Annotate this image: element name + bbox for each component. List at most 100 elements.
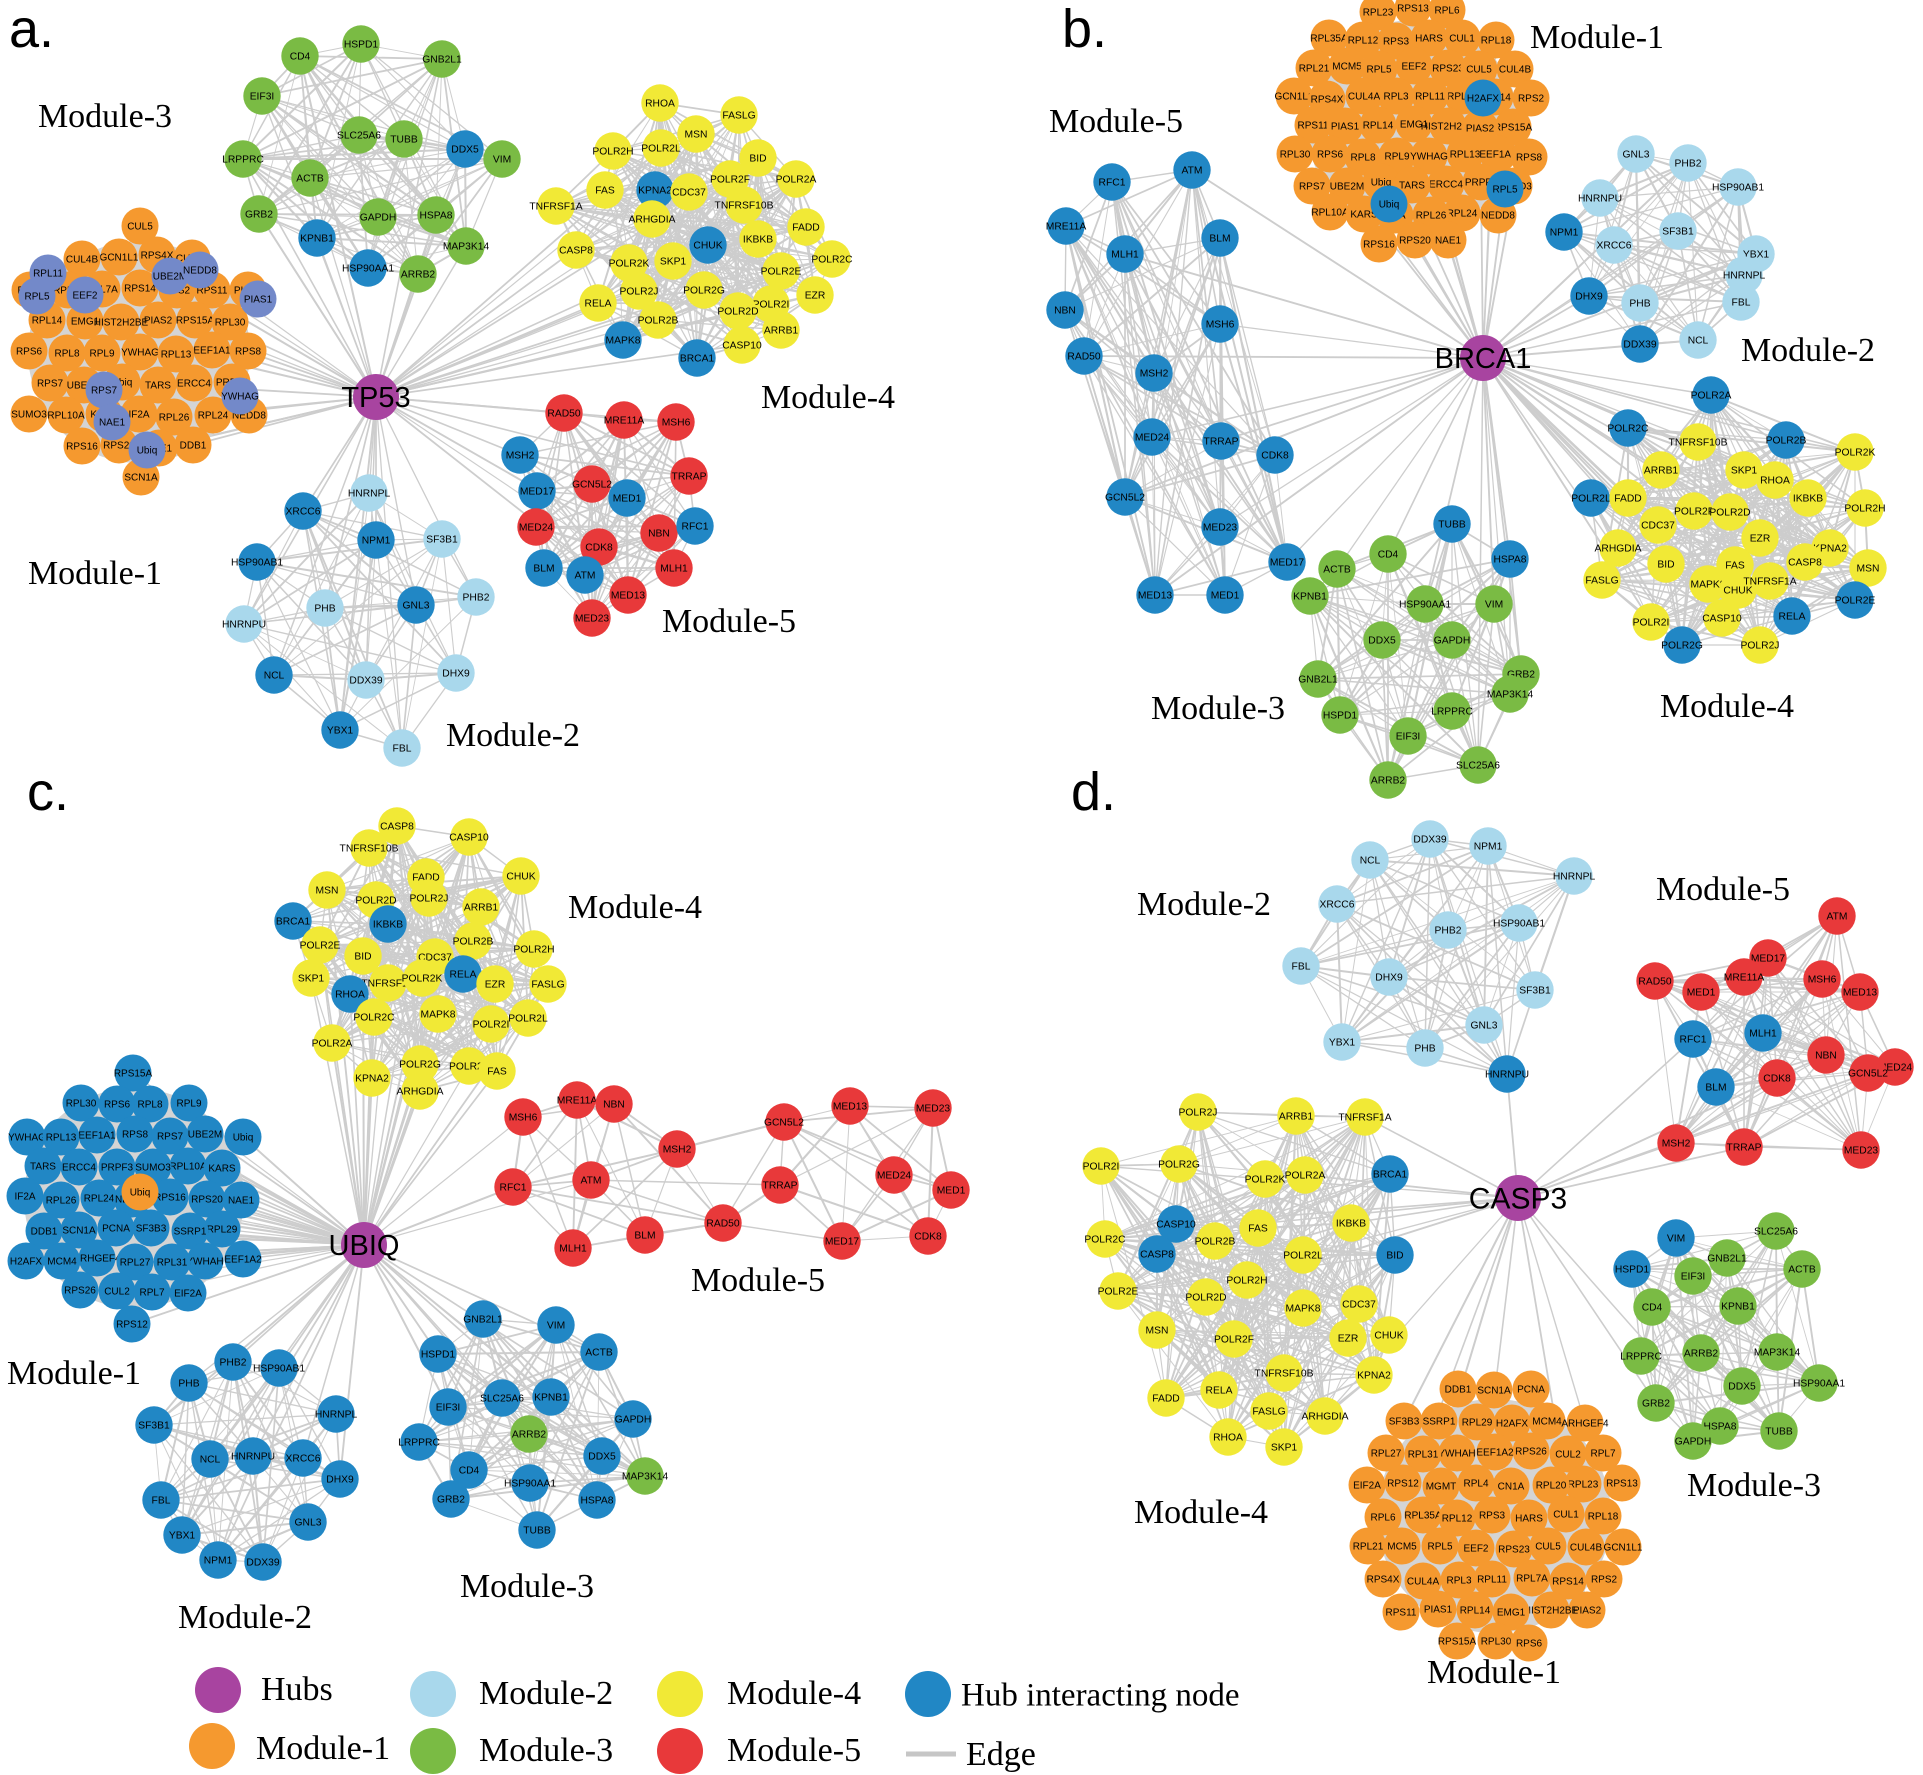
svg-text:RPL18: RPL18 [1481, 36, 1512, 47]
svg-text:H2AFX: H2AFX [10, 1257, 43, 1268]
svg-text:NPM1: NPM1 [362, 536, 391, 547]
svg-text:PHB2: PHB2 [1675, 159, 1702, 170]
svg-text:RPS16: RPS16 [1363, 240, 1395, 251]
svg-text:RELA: RELA [1206, 1386, 1233, 1397]
svg-text:TRRAP: TRRAP [1727, 1143, 1762, 1154]
svg-text:HNRNPL: HNRNPL [348, 489, 391, 500]
svg-text:a.: a. [9, 0, 54, 59]
svg-text:FAS: FAS [487, 1067, 507, 1078]
svg-text:HIST2H2BE: HIST2H2BE [1421, 122, 1476, 133]
svg-text:SLC25A6: SLC25A6 [480, 1394, 524, 1405]
svg-text:CUL1: CUL1 [1553, 1510, 1579, 1521]
svg-text:BRCA1: BRCA1 [276, 917, 311, 928]
svg-text:RPS6: RPS6 [104, 1100, 131, 1111]
svg-text:RPS6: RPS6 [16, 347, 43, 358]
svg-text:KPNB1: KPNB1 [1293, 592, 1327, 603]
svg-text:Module-3: Module-3 [1151, 690, 1285, 727]
svg-text:CD4: CD4 [1642, 1303, 1663, 1314]
svg-text:HNRNPL: HNRNPL [1723, 271, 1766, 282]
svg-text:YBX1: YBX1 [1743, 250, 1770, 261]
svg-text:POLR2E: POLR2E [300, 941, 341, 952]
svg-text:SKP1: SKP1 [298, 974, 325, 985]
svg-text:RPL23: RPL23 [1363, 8, 1394, 19]
svg-text:TARS: TARS [30, 1162, 56, 1173]
svg-text:MED1: MED1 [613, 494, 642, 505]
svg-text:POLR2C: POLR2C [353, 1013, 395, 1024]
svg-text:PHB: PHB [178, 1379, 199, 1390]
svg-text:UBE2M: UBE2M [153, 272, 187, 283]
svg-text:POLR2H: POLR2H [592, 147, 633, 158]
svg-text:EMG1: EMG1 [1497, 1608, 1526, 1619]
svg-text:POLR2L: POLR2L [1283, 1251, 1323, 1262]
svg-text:TUBB: TUBB [1438, 520, 1466, 531]
svg-text:Module-2: Module-2 [446, 717, 580, 754]
svg-text:GCN5L2: GCN5L2 [764, 1118, 804, 1129]
svg-text:MED17: MED17 [1270, 558, 1305, 569]
svg-text:DDX5: DDX5 [1368, 636, 1396, 647]
svg-text:DHX9: DHX9 [442, 669, 470, 680]
svg-text:FADD: FADD [792, 223, 819, 234]
svg-text:MED13: MED13 [833, 1102, 868, 1113]
svg-text:Ubiq: Ubiq [233, 1133, 254, 1144]
svg-text:FBL: FBL [393, 744, 412, 755]
svg-text:GAPDH: GAPDH [1675, 1437, 1712, 1448]
svg-text:BLM: BLM [1209, 234, 1230, 245]
svg-text:Module-2: Module-2 [1741, 332, 1875, 369]
svg-text:DHX9: DHX9 [1375, 973, 1403, 984]
svg-text:NCL: NCL [1360, 856, 1381, 867]
svg-text:SLC25A6: SLC25A6 [1456, 761, 1500, 772]
svg-text:RPS15A: RPS15A [176, 316, 215, 327]
svg-text:Module-4: Module-4 [761, 379, 895, 416]
svg-text:MAPK8: MAPK8 [1691, 580, 1726, 591]
svg-text:RPS14: RPS14 [124, 284, 156, 295]
svg-text:MED23: MED23 [1203, 523, 1238, 534]
svg-text:RPL23: RPL23 [1568, 1480, 1599, 1491]
svg-text:Module-1: Module-1 [1530, 19, 1664, 56]
svg-text:MED23: MED23 [1844, 1146, 1879, 1157]
svg-text:POLR2I: POLR2I [1633, 618, 1670, 629]
svg-text:POLR2A: POLR2A [1691, 391, 1732, 402]
svg-text:EEF1A1: EEF1A1 [78, 1131, 116, 1142]
svg-text:POLR2F: POLR2F [1214, 1335, 1254, 1346]
svg-text:Module-2: Module-2 [479, 1675, 613, 1712]
svg-text:SLC25A6: SLC25A6 [1754, 1227, 1798, 1238]
svg-text:IKBKB: IKBKB [1336, 1219, 1366, 1230]
svg-text:Module-4: Module-4 [1660, 688, 1794, 725]
svg-text:MED24: MED24 [877, 1171, 912, 1182]
svg-text:CUL4B: CUL4B [1570, 1543, 1603, 1554]
svg-text:EMG1: EMG1 [71, 317, 100, 328]
svg-text:FADD: FADD [1152, 1394, 1179, 1405]
svg-text:Module-1: Module-1 [7, 1355, 141, 1392]
svg-text:HSPA8: HSPA8 [419, 211, 452, 222]
svg-text:ARHGDIA: ARHGDIA [1302, 1412, 1349, 1423]
svg-text:SCN1A: SCN1A [1477, 1386, 1511, 1397]
svg-text:KPNB1: KPNB1 [300, 234, 334, 245]
svg-text:RPS23: RPS23 [1498, 1545, 1530, 1556]
svg-text:SF3B3: SF3B3 [1389, 1417, 1420, 1428]
svg-text:TNFRSF1A: TNFRSF1A [1338, 1113, 1391, 1124]
svg-text:NBN: NBN [648, 529, 670, 540]
svg-text:GCN5L2: GCN5L2 [572, 480, 612, 491]
svg-text:TRRAP: TRRAP [763, 1181, 798, 1192]
svg-text:EIF3I: EIF3I [250, 92, 275, 103]
svg-text:RPS4X: RPS4X [1367, 1575, 1400, 1586]
svg-text:RPL14: RPL14 [1460, 1606, 1491, 1617]
svg-text:LRPPRC: LRPPRC [1431, 707, 1473, 718]
svg-text:YWHAG: YWHAG [121, 348, 159, 359]
svg-text:RPL9: RPL9 [176, 1099, 201, 1110]
svg-text:FAS: FAS [595, 186, 615, 197]
svg-text:POLR2K: POLR2K [402, 974, 443, 985]
svg-text:DHX9: DHX9 [326, 1475, 354, 1486]
svg-text:MSH6: MSH6 [509, 1113, 538, 1124]
svg-text:DDB1: DDB1 [180, 441, 207, 452]
svg-text:RPL29: RPL29 [1462, 1418, 1493, 1429]
svg-text:GCN5L2: GCN5L2 [1105, 493, 1145, 504]
svg-text:PHB: PHB [1414, 1044, 1435, 1055]
svg-text:TNFRSF10B: TNFRSF10B [1255, 1369, 1314, 1380]
svg-text:RPS11: RPS11 [1386, 1608, 1417, 1619]
svg-text:VIM: VIM [547, 1321, 565, 1332]
svg-text:PRPF3: PRPF3 [1465, 178, 1498, 189]
svg-text:YBX1: YBX1 [1329, 1038, 1356, 1049]
svg-text:POLR2B: POLR2B [1766, 436, 1807, 447]
svg-text:RPS6: RPS6 [1317, 150, 1344, 161]
